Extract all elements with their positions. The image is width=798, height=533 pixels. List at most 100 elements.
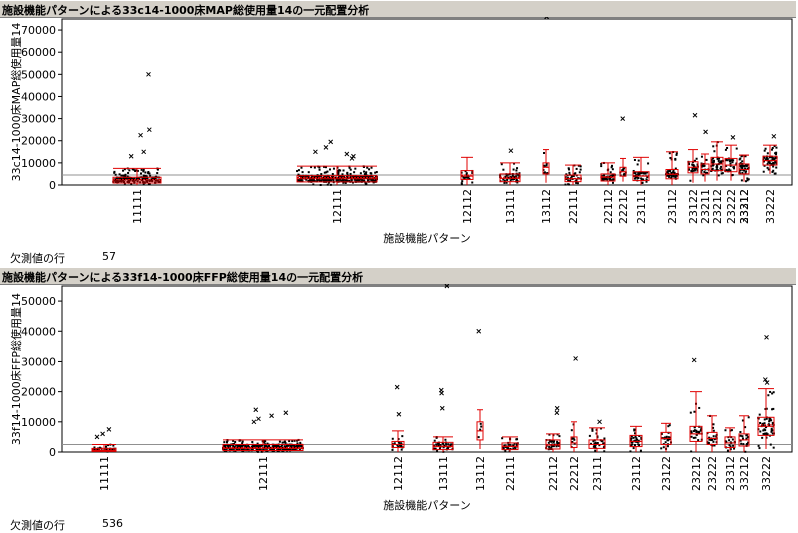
chart1-header[interactable]: 施設機能パターンによる33c14-1000床MAP総使用量14の一元配置分析	[0, 0, 796, 18]
data-point	[634, 177, 637, 180]
data-point	[771, 148, 774, 151]
data-point	[595, 442, 598, 445]
data-point	[740, 179, 743, 182]
data-point	[647, 162, 650, 165]
data-point	[363, 170, 366, 173]
data-point	[731, 161, 734, 164]
data-point	[637, 159, 640, 162]
plot-frame	[61, 18, 793, 186]
data-point	[355, 179, 358, 182]
outlier-point	[620, 116, 626, 121]
data-point	[351, 181, 354, 184]
data-point	[663, 436, 666, 439]
group-33212	[738, 415, 750, 453]
data-point	[735, 147, 738, 150]
outlier-point	[703, 129, 708, 135]
data-point	[232, 444, 235, 447]
data-point	[622, 167, 625, 170]
data-point	[341, 175, 344, 178]
data-point	[773, 145, 776, 148]
data-point	[346, 175, 349, 178]
data-point	[335, 179, 338, 182]
x-tick-label: 11111	[131, 189, 144, 224]
data-point	[265, 445, 268, 448]
data-point	[509, 179, 512, 182]
data-point	[764, 408, 767, 411]
data-point	[291, 440, 294, 443]
data-point	[762, 429, 765, 432]
data-point	[594, 445, 597, 448]
data-point	[690, 431, 693, 434]
group-11111	[91, 427, 117, 453]
data-point	[690, 450, 693, 453]
data-point	[330, 179, 333, 182]
data-point	[766, 158, 769, 161]
data-point	[638, 172, 641, 175]
data-point	[393, 442, 396, 445]
data-point	[301, 171, 304, 174]
x-tick-label: 22112	[547, 456, 560, 491]
data-point	[107, 444, 110, 447]
data-point	[124, 175, 127, 178]
data-point	[768, 420, 771, 423]
data-point	[708, 438, 711, 441]
x-tick-label: 22212	[617, 189, 630, 224]
data-point	[711, 161, 714, 164]
data-point	[690, 169, 693, 172]
data-point	[344, 179, 347, 182]
data-point	[93, 448, 96, 451]
data-point	[116, 177, 119, 180]
data-point	[666, 445, 669, 448]
data-point	[665, 435, 668, 438]
data-point	[280, 444, 283, 447]
x-tick-label: 12112	[461, 189, 474, 224]
chart2-plot: 0 10000 20000 30000 40000 5000033f14-1000床FFP…	[9, 284, 793, 512]
data-point	[774, 161, 777, 164]
data-point	[666, 174, 669, 177]
data-point	[716, 157, 719, 160]
data-point	[441, 441, 444, 444]
data-point	[142, 180, 145, 183]
data-point	[309, 179, 312, 182]
data-point	[739, 439, 742, 442]
data-point	[132, 168, 135, 171]
data-point	[516, 181, 519, 184]
data-point	[713, 150, 716, 153]
data-point	[668, 424, 671, 427]
data-point	[707, 442, 710, 445]
outlier-point	[730, 135, 736, 140]
data-point	[693, 159, 696, 162]
data-point	[156, 179, 159, 182]
data-point	[349, 168, 352, 171]
data-point	[672, 175, 675, 178]
y-axis-label: 33f14-1000床FFP総使用量14	[9, 293, 23, 445]
data-point	[596, 441, 599, 444]
data-point	[603, 450, 606, 453]
data-point	[552, 441, 555, 444]
data-point	[668, 436, 671, 439]
data-point	[444, 438, 447, 441]
data-point	[768, 424, 771, 427]
data-point	[460, 171, 463, 174]
data-point	[611, 181, 614, 184]
x-tick-label: 12111	[257, 456, 270, 491]
data-point	[741, 166, 744, 169]
data-point	[330, 175, 333, 178]
data-point	[365, 175, 368, 178]
chart1-plot: 0 10000 20000 30000 40000 50000 60000 7000033c1…	[9, 17, 793, 245]
data-point	[770, 427, 773, 430]
data-point	[692, 166, 695, 169]
data-point	[329, 168, 332, 171]
data-point	[111, 448, 114, 451]
data-point	[112, 447, 115, 450]
data-point	[477, 436, 480, 439]
chart2-header[interactable]: 施設機能パターンによる33f14-1000床FFP総使用量14の一元配置分析	[0, 267, 796, 285]
data-point	[765, 157, 768, 160]
data-point	[296, 179, 299, 182]
data-point	[312, 183, 315, 186]
data-point	[633, 158, 636, 161]
data-point	[771, 170, 774, 173]
y-tick-label: 20000	[21, 135, 56, 148]
data-point	[705, 158, 708, 161]
data-point	[127, 177, 130, 180]
